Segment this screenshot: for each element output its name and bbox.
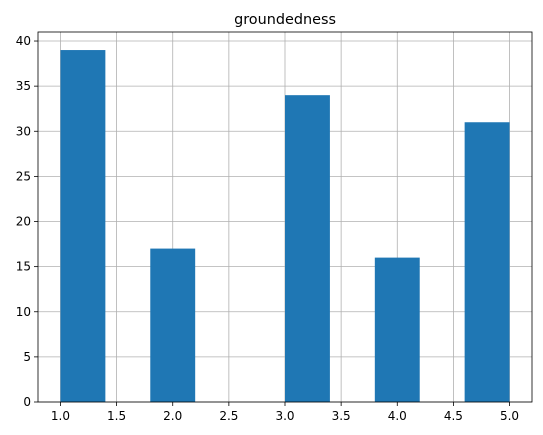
plot-frame: [37, 31, 533, 403]
y-tick-label: 0: [23, 395, 31, 409]
x-tick-label: 4.0: [388, 409, 407, 423]
chart-title: groundedness: [234, 12, 336, 28]
x-tick-label: 4.5: [444, 409, 463, 423]
histogram-bar: [374, 257, 420, 402]
histogram-bar: [285, 95, 330, 403]
histogram-bar: [150, 248, 196, 402]
y-tick-label: 15: [16, 260, 31, 274]
histogram-bar: [60, 50, 106, 403]
y-tick-label: 40: [16, 34, 31, 48]
y-tick-label: 20: [16, 215, 31, 229]
y-tick-label: 10: [16, 305, 31, 319]
x-axis-ticks: 1.0 1.5 2.0 2.5 3.0 3.5 4.0 4.5 5.0: [51, 402, 519, 423]
x-tick-label: 1.5: [107, 409, 126, 423]
bars: [60, 50, 510, 403]
x-tick-label: 3.0: [275, 409, 294, 423]
y-tick-label: 35: [16, 79, 31, 93]
x-tick-label: 5.0: [500, 409, 519, 423]
x-tick-label: 2.0: [163, 409, 182, 423]
x-tick-label: 2.5: [219, 409, 238, 423]
x-tick-label: 3.5: [332, 409, 351, 423]
x-tick-label: 1.0: [51, 409, 70, 423]
y-tick-label: 5: [23, 350, 31, 364]
histogram-bar: [464, 122, 510, 403]
y-axis-ticks: 0 5 10 15 20 25 30 35 40: [16, 34, 38, 409]
y-tick-label: 25: [16, 169, 31, 183]
y-tick-label: 30: [16, 124, 31, 138]
